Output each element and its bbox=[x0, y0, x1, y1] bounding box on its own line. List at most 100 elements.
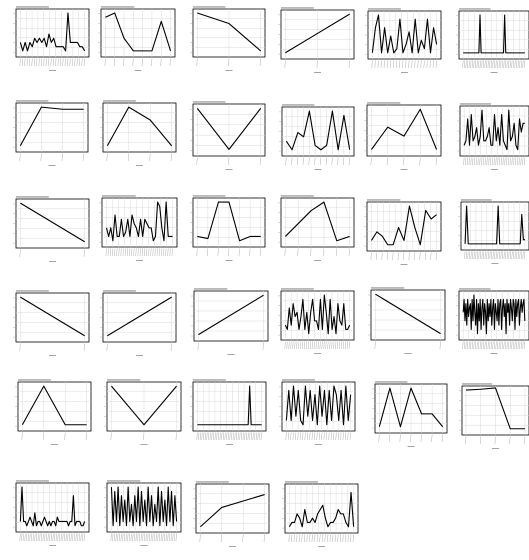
x-tick-label bbox=[83, 343, 85, 352]
x-tick-label bbox=[143, 533, 146, 542]
x-tick-label bbox=[523, 60, 526, 69]
x-tick-label bbox=[350, 534, 352, 543]
x-tick-label bbox=[141, 248, 143, 257]
series-line bbox=[21, 385, 87, 426]
x-tick-label bbox=[329, 341, 331, 350]
x-tick-label bbox=[524, 251, 526, 260]
x-tick-label bbox=[317, 341, 319, 350]
plot-area bbox=[15, 102, 89, 153]
x-tick-label bbox=[377, 60, 379, 69]
plot-area bbox=[100, 8, 176, 58]
x-tick-label bbox=[292, 432, 294, 441]
x-tick-label bbox=[484, 60, 486, 69]
x-tick-label bbox=[492, 251, 494, 260]
x-tick-label bbox=[219, 432, 221, 441]
plot-area bbox=[15, 198, 90, 249]
chart-title-strip bbox=[196, 481, 229, 483]
x-tick-label bbox=[435, 60, 437, 69]
x-tick-label bbox=[151, 58, 153, 67]
x-tick-label bbox=[513, 251, 515, 260]
chart-svg bbox=[15, 379, 92, 445]
x-tick-label bbox=[262, 342, 264, 351]
x-tick-label bbox=[19, 249, 21, 258]
x-tick-label bbox=[424, 252, 426, 261]
x-tick-label bbox=[284, 60, 286, 69]
x-tick-label bbox=[337, 534, 339, 543]
x-tick-label bbox=[196, 248, 198, 257]
x-tick-label bbox=[482, 60, 484, 69]
x-tick-label bbox=[24, 58, 26, 67]
x-tick-label bbox=[309, 432, 311, 441]
chart-svg bbox=[193, 481, 270, 547]
x-tick-label bbox=[349, 432, 351, 441]
series-line bbox=[110, 486, 178, 527]
chart-title-strip bbox=[285, 481, 318, 483]
x-tick-label bbox=[224, 432, 226, 441]
x-tick-label bbox=[494, 436, 496, 445]
x-tick-label bbox=[399, 60, 401, 69]
x-tick-label bbox=[414, 60, 416, 69]
series-line bbox=[200, 494, 265, 528]
x-tick-label bbox=[22, 533, 24, 542]
x-tick-label bbox=[487, 251, 489, 260]
x-tick-label bbox=[374, 341, 376, 350]
chart-title-strip bbox=[281, 288, 314, 290]
x-tick-label bbox=[323, 341, 325, 350]
x-tick-label bbox=[131, 248, 133, 257]
x-tick-label bbox=[419, 252, 421, 261]
x-tick-label bbox=[318, 432, 320, 441]
x-tick-label bbox=[492, 341, 494, 350]
x-tick-label bbox=[199, 432, 201, 441]
x-tick-label bbox=[468, 60, 470, 69]
x-tick-label bbox=[49, 533, 51, 542]
x-tick-label bbox=[196, 58, 198, 67]
x-tick-label bbox=[523, 341, 526, 350]
x-tick-label bbox=[34, 533, 36, 542]
x-tick-label bbox=[293, 534, 295, 543]
x-tick-label bbox=[503, 341, 505, 350]
x-tick-label bbox=[502, 251, 504, 260]
x-tick-label bbox=[59, 533, 61, 542]
x-tick-label bbox=[42, 432, 45, 441]
x-tick-label bbox=[45, 58, 47, 67]
x-tick-label bbox=[435, 157, 437, 166]
x-tick-label bbox=[29, 533, 31, 542]
x-tick-label bbox=[490, 60, 492, 69]
x-tick-label bbox=[468, 341, 470, 350]
x-tick-label bbox=[471, 341, 473, 350]
x-tick-label bbox=[167, 533, 169, 542]
x-tick-label bbox=[403, 252, 405, 261]
x-tick-label bbox=[319, 534, 321, 543]
x-tick-label bbox=[508, 60, 510, 69]
x-tick-label bbox=[107, 248, 109, 257]
x-tick-label bbox=[516, 341, 518, 350]
x-tick-label bbox=[45, 533, 47, 542]
x-axis-label bbox=[492, 448, 499, 449]
x-tick-label bbox=[474, 157, 476, 166]
x-tick-label bbox=[519, 251, 521, 260]
x-tick-label bbox=[316, 534, 318, 543]
x-tick-label bbox=[509, 341, 511, 350]
x-tick-label bbox=[514, 251, 516, 260]
x-tick-label bbox=[128, 533, 131, 542]
x-tick-label bbox=[118, 248, 120, 257]
x-tick-label bbox=[498, 251, 500, 260]
chart-svg bbox=[13, 480, 90, 546]
x-axis-label bbox=[136, 260, 143, 261]
x-tick-label bbox=[502, 157, 504, 166]
x-tick-label bbox=[234, 432, 236, 441]
x-tick-label bbox=[497, 157, 499, 166]
x-tick-label bbox=[228, 58, 230, 67]
chart-title-strip bbox=[460, 103, 492, 105]
x-tick-label bbox=[512, 60, 514, 69]
x-tick-label bbox=[150, 248, 152, 257]
x-tick-label bbox=[506, 341, 508, 350]
x-tick-label bbox=[29, 58, 31, 67]
x-tick-label bbox=[518, 157, 520, 166]
x-tick-label bbox=[479, 251, 482, 260]
x-tick-label bbox=[321, 432, 323, 441]
chart-panel bbox=[101, 479, 183, 556]
plot-area bbox=[102, 292, 177, 343]
chart-panel bbox=[276, 103, 356, 180]
x-tick-label bbox=[36, 58, 38, 67]
